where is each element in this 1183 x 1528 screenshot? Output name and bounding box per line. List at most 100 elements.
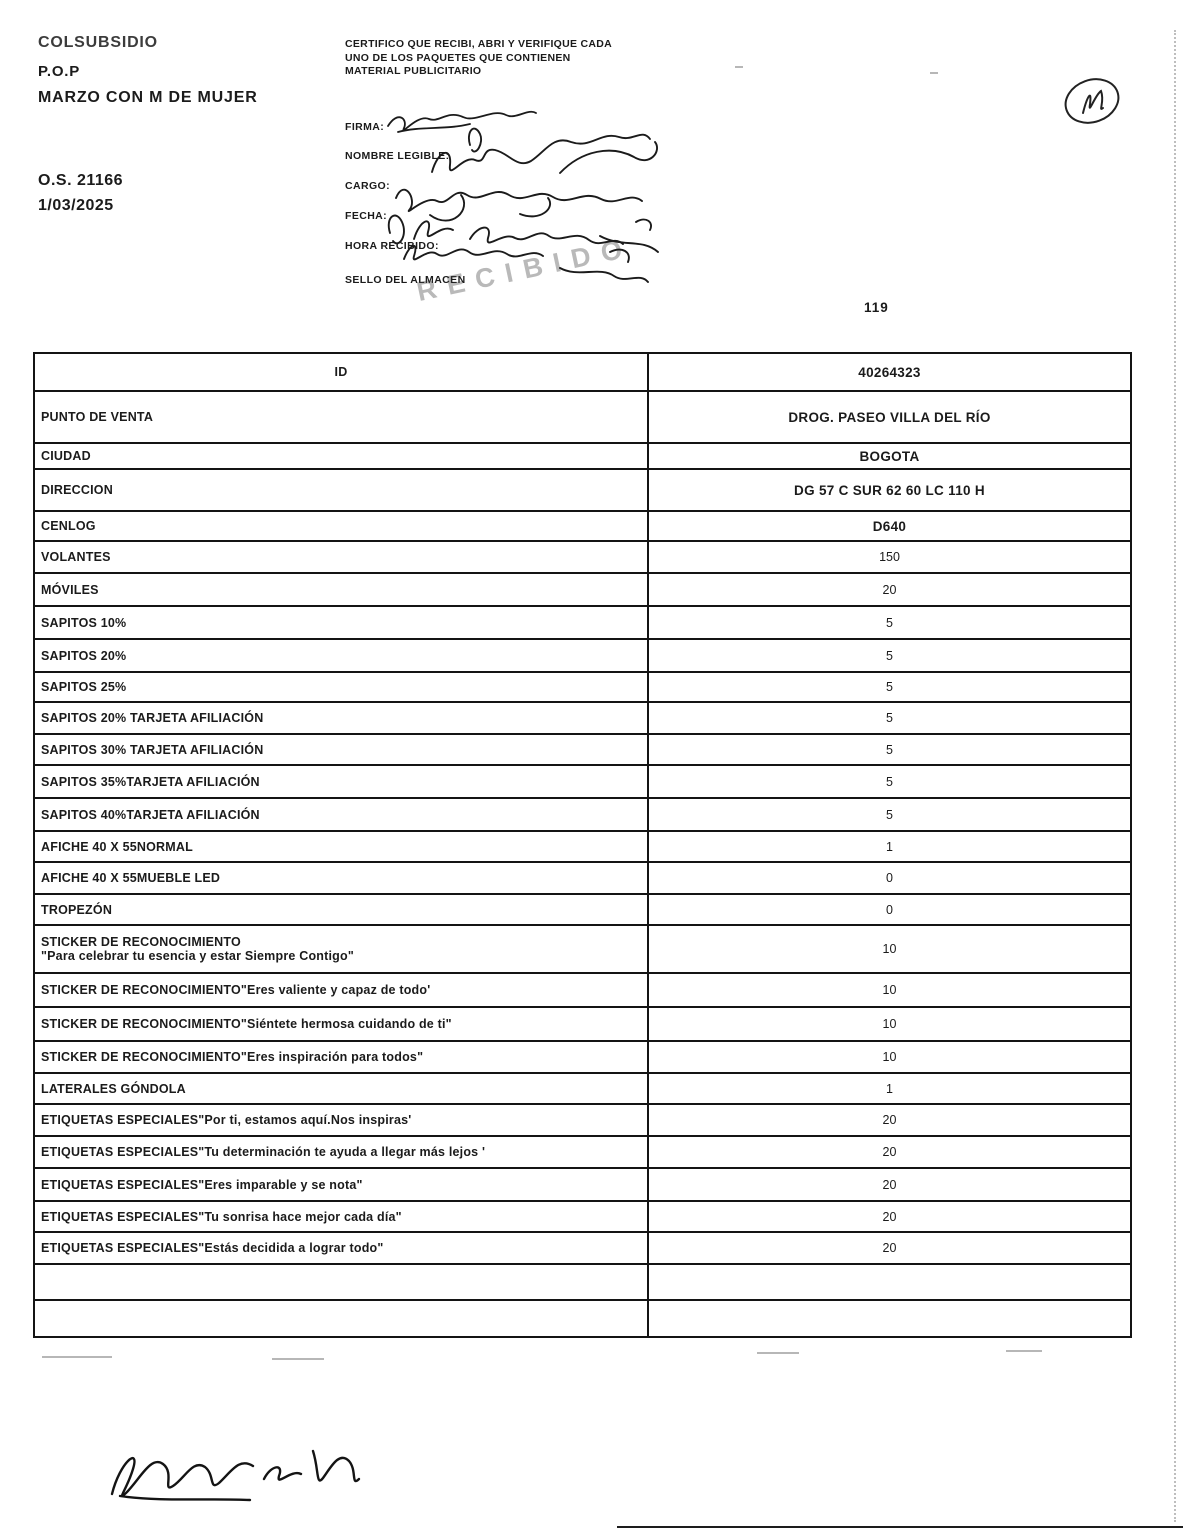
scan-artifact bbox=[1006, 1350, 1042, 1352]
table-row: STICKER DE RECONOCIMIENTO"Eres valiente … bbox=[33, 972, 1132, 1008]
table-row: PUNTO DE VENTA DROG. PASEO VILLA DEL RÍO bbox=[33, 390, 1132, 444]
table-row: AFICHE 40 X 55MUEBLE LED 0 bbox=[33, 861, 1132, 895]
row-label-cell: ETIQUETAS ESPECIALES"Estás decidida a lo… bbox=[33, 1231, 649, 1265]
row-label-cell: ETIQUETAS ESPECIALES"Tu determinación te… bbox=[33, 1135, 649, 1169]
scan-artifact bbox=[272, 1358, 324, 1360]
table-row: DIRECCION DG 57 C SUR 62 60 LC 110 H bbox=[33, 468, 1132, 512]
table-row: SAPITOS 30% TARJETA AFILIACIÓN 5 bbox=[33, 733, 1132, 766]
row-label-cell: SAPITOS 35%TARJETA AFILIACIÓN bbox=[33, 764, 649, 799]
table-row: STICKER DE RECONOCIMIENTO"Eres inspiraci… bbox=[33, 1040, 1132, 1074]
row-value-cell: 0 bbox=[647, 861, 1132, 895]
recibido-stamp: RECIBIDO bbox=[414, 231, 636, 308]
row-label-cell: SAPITOS 20% bbox=[33, 638, 649, 673]
row-value-cell bbox=[647, 1263, 1132, 1301]
table-row: SAPITOS 20% 5 bbox=[33, 638, 1132, 673]
row-label-cell: AFICHE 40 X 55NORMAL bbox=[33, 830, 649, 863]
row-label-cell: ETIQUETAS ESPECIALES"Eres imparable y se… bbox=[33, 1167, 649, 1202]
row-label-cell: DIRECCION bbox=[33, 468, 649, 512]
row-value-cell: 20 bbox=[647, 1135, 1132, 1169]
hora-recibido-label: HORA RECIBIDO: bbox=[345, 240, 439, 252]
row-label-cell: SAPITOS 40%TARJETA AFILIACIÓN bbox=[33, 797, 649, 832]
table-row: AFICHE 40 X 55NORMAL 1 bbox=[33, 830, 1132, 863]
row-label-cell: STICKER DE RECONOCIMIENTO"Siéntete hermo… bbox=[33, 1006, 649, 1042]
scan-artifact bbox=[42, 1356, 112, 1358]
table-row: SAPITOS 35%TARJETA AFILIACIÓN 5 bbox=[33, 764, 1132, 799]
row-label-cell: STICKER DE RECONOCIMIENTO"Eres inspiraci… bbox=[33, 1040, 649, 1074]
row-value-cell: 5 bbox=[647, 797, 1132, 832]
row-label-cell: STICKER DE RECONOCIMIENTO"Eres valiente … bbox=[33, 972, 649, 1008]
table-row: SAPITOS 40%TARJETA AFILIACIÓN 5 bbox=[33, 797, 1132, 832]
row-label-cell: PUNTO DE VENTA bbox=[33, 390, 649, 444]
row-value-cell: 20 bbox=[647, 572, 1132, 607]
table-row: ETIQUETAS ESPECIALES"Tu sonrisa hace mej… bbox=[33, 1200, 1132, 1233]
certification-text: CERTIFICO QUE RECIBI, ABRI Y VERIFIQUE C… bbox=[345, 38, 612, 77]
scan-artifact bbox=[930, 72, 938, 74]
scan-edge-artifact bbox=[1174, 30, 1176, 1522]
row-label-cell: ETIQUETAS ESPECIALES"Por ti, estamos aqu… bbox=[33, 1103, 649, 1137]
pop-table: ID 40264323 PUNTO DE VENTA DROG. PASEO VILL… bbox=[33, 352, 1132, 1338]
brand-block: COLSUBSIDIO P.O.P MARZO CON M DE MUJER bbox=[38, 34, 258, 107]
row-value-cell: 10 bbox=[647, 972, 1132, 1008]
row-value-cell: 5 bbox=[647, 605, 1132, 640]
row-value-cell: 5 bbox=[647, 638, 1132, 673]
circled-mark-handwriting bbox=[1064, 78, 1120, 124]
campaign-title: MARZO CON M DE MUJER bbox=[38, 89, 258, 106]
nombre-handwriting bbox=[431, 127, 658, 174]
table-row: CIUDAD BOGOTA bbox=[33, 442, 1132, 470]
cargo-handwriting bbox=[395, 188, 643, 222]
row-value-cell: 150 bbox=[647, 540, 1132, 574]
row-value-cell: 5 bbox=[647, 764, 1132, 799]
cargo-label: CARGO: bbox=[345, 180, 390, 192]
row-label-cell: TROPEZÓN bbox=[33, 893, 649, 926]
table-row: TROPEZÓN 0 bbox=[33, 893, 1132, 926]
row-label-cell: SAPITOS 20% TARJETA AFILIACIÓN bbox=[33, 701, 649, 735]
row-label-cell bbox=[33, 1299, 649, 1338]
row-value-cell: 5 bbox=[647, 671, 1132, 703]
row-label-cell: LATERALES GÓNDOLA bbox=[33, 1072, 649, 1105]
table-row: SAPITOS 10% 5 bbox=[33, 605, 1132, 640]
warehouse-signature-handwriting bbox=[110, 1449, 361, 1502]
page-number: 119 bbox=[864, 300, 889, 315]
order-block: O.S. 21166 1/03/2025 bbox=[38, 172, 123, 215]
row-value-cell: 5 bbox=[647, 701, 1132, 735]
row-value-cell: DG 57 C SUR 62 60 LC 110 H bbox=[647, 468, 1132, 512]
row-value-cell: 20 bbox=[647, 1103, 1132, 1137]
table-row: STICKER DE RECONOCIMIENTO"Siéntete hermo… bbox=[33, 1006, 1132, 1042]
brand-pop: P.O.P bbox=[38, 63, 81, 80]
firma-signature-handwriting bbox=[387, 110, 537, 133]
brand-name: COLSUBSIDIO bbox=[38, 34, 158, 51]
row-value-cell: D640 bbox=[647, 510, 1132, 542]
table-row: ETIQUETAS ESPECIALES"Eres imparable y se… bbox=[33, 1167, 1132, 1202]
row-value-cell: 40264323 bbox=[647, 352, 1132, 392]
scan-artifact bbox=[735, 66, 743, 68]
table-row: STICKER DE RECONOCIMIENTO "Para celebrar… bbox=[33, 924, 1132, 974]
nombre-legible-label: NOMBRE LEGIBLE: bbox=[345, 150, 450, 162]
order-number: O.S. 21166 bbox=[38, 172, 124, 189]
row-value-cell: 20 bbox=[647, 1231, 1132, 1265]
row-value-cell: 0 bbox=[647, 893, 1132, 926]
row-label-cell: SAPITOS 10% bbox=[33, 605, 649, 640]
row-value-cell: 10 bbox=[647, 924, 1132, 974]
sello-almacen-label: SELLO DEL ALMACEN bbox=[345, 274, 466, 286]
row-value-cell: 5 bbox=[647, 733, 1132, 766]
row-value-cell: 1 bbox=[647, 830, 1132, 863]
table-row: CENLOG D640 bbox=[33, 510, 1132, 542]
row-value-cell: 10 bbox=[647, 1006, 1132, 1042]
row-label-cell: STICKER DE RECONOCIMIENTO "Para celebrar… bbox=[33, 924, 649, 974]
row-value-cell: DROG. PASEO VILLA DEL RÍO bbox=[647, 390, 1132, 444]
row-label-cell: AFICHE 40 X 55MUEBLE LED bbox=[33, 861, 649, 895]
row-value-cell: 10 bbox=[647, 1040, 1132, 1074]
table-row: ID 40264323 bbox=[33, 352, 1132, 392]
firma-label: FIRMA: bbox=[345, 121, 385, 133]
table-row: ETIQUETAS ESPECIALES"Estás decidida a lo… bbox=[33, 1231, 1132, 1265]
row-label-cell: ETIQUETAS ESPECIALES"Tu sonrisa hace mej… bbox=[33, 1200, 649, 1233]
row-value-cell: BOGOTA bbox=[647, 442, 1132, 470]
row-label-cell: CENLOG bbox=[33, 510, 649, 542]
table-row: LATERALES GÓNDOLA 1 bbox=[33, 1072, 1132, 1105]
table-row: MÓVILES 20 bbox=[33, 572, 1132, 607]
order-date: 1/03/2025 bbox=[38, 197, 114, 214]
table-row: ETIQUETAS ESPECIALES"Tu determinación te… bbox=[33, 1135, 1132, 1169]
row-label-cell: SAPITOS 25% bbox=[33, 671, 649, 703]
row-label-cell bbox=[33, 1263, 649, 1301]
row-label-cell: VOLANTES bbox=[33, 540, 649, 574]
